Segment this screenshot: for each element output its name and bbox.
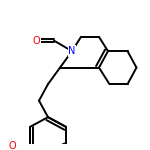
Text: N: N bbox=[68, 46, 76, 56]
Text: O: O bbox=[8, 141, 16, 150]
Text: O: O bbox=[32, 36, 40, 46]
